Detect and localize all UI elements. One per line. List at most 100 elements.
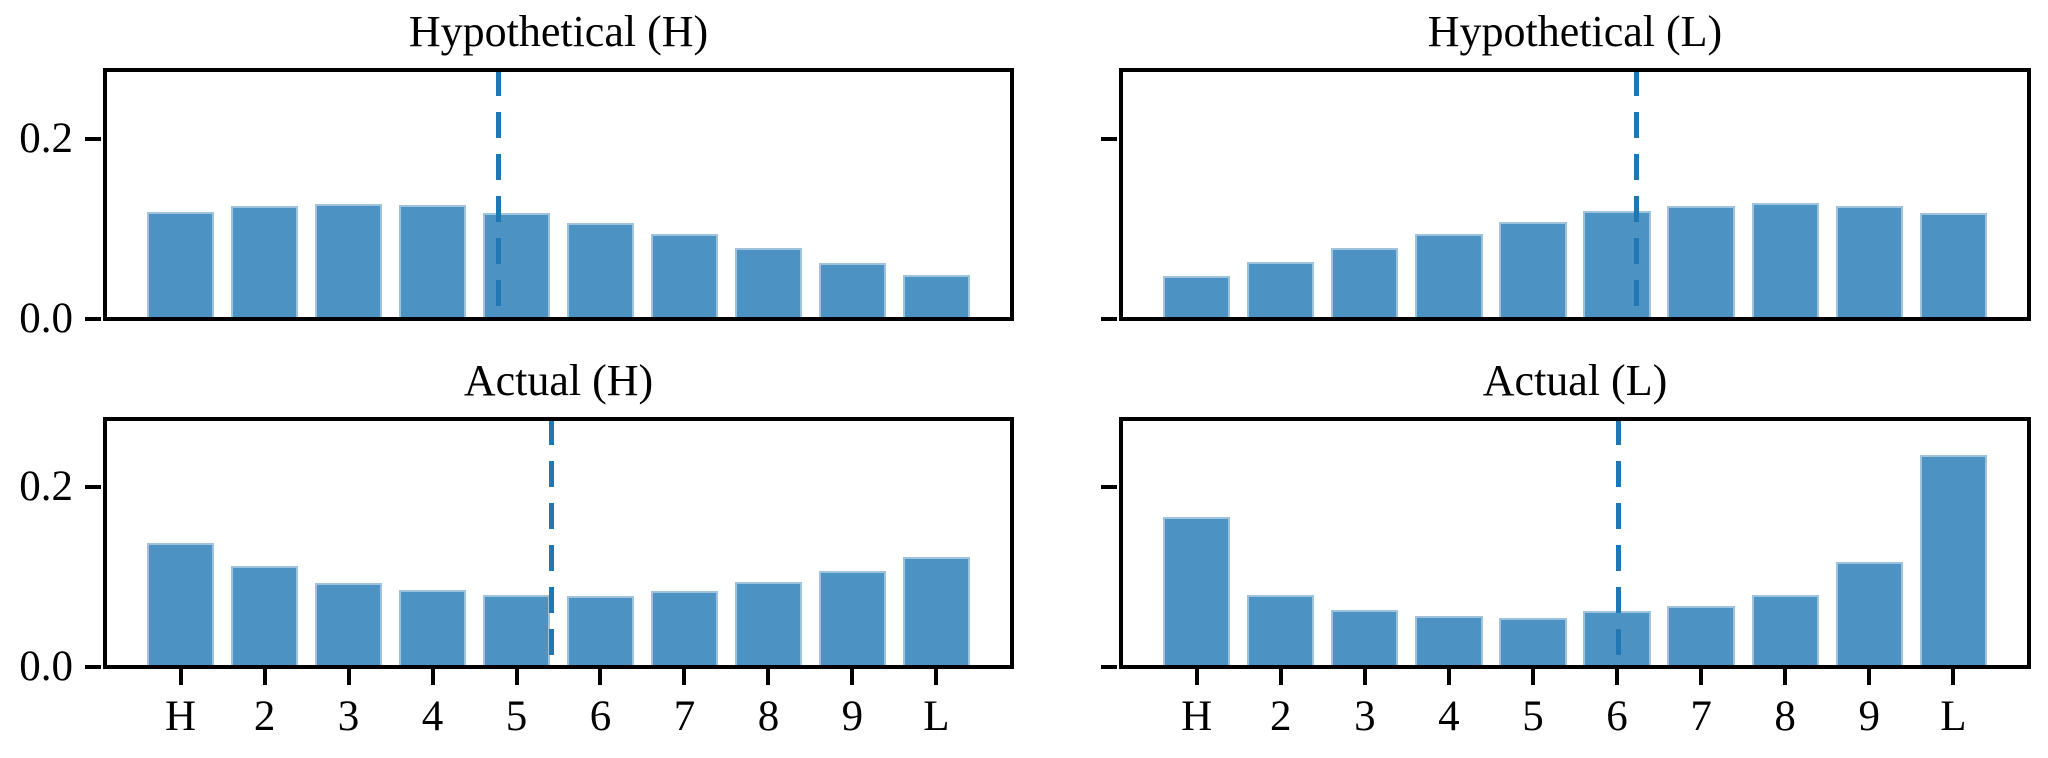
y-tick [85,665,101,669]
mean-dashed-line [549,419,555,667]
y-tick-label: 0.0 [19,643,73,690]
bottom-spine [103,317,1014,321]
bar-H [1163,516,1231,667]
y-tick [1101,136,1117,141]
bar-8 [1751,595,1819,667]
bar-5 [1499,222,1567,319]
bar-3 [1331,247,1399,319]
x-tick-label: 3 [337,693,360,740]
top-spine [1119,68,2031,72]
subplot-title: Actual (L) [1482,356,1668,405]
x-tick [934,669,939,685]
left-spine [1119,417,1123,669]
x-tick [262,669,267,685]
bar-6 [566,596,635,667]
mean-dashed-line [1616,419,1622,667]
y-tick [85,317,101,321]
x-tick-label: 7 [1690,693,1712,740]
y-tick [85,136,101,141]
bar-H [146,211,215,319]
bar-H [146,543,215,667]
bar-9 [818,570,886,667]
x-tick [1615,669,1620,685]
x-tick-label: H [165,693,197,740]
x-tick-label: 7 [673,693,696,740]
axes-hypothetical-l [1101,68,2031,321]
bar-2 [230,566,299,667]
bar-7 [1667,605,1735,667]
subplot-hypothetical-h: Hypothetical (H) 0.0 0.2 [19,7,1014,342]
x-tick [598,669,603,685]
x-tick-label: 4 [1438,693,1460,740]
x-tick [1362,669,1367,685]
bar-6 [566,223,635,319]
x-tick [1951,669,1956,685]
x-tick [766,669,771,685]
x-tick-label: 9 [841,693,864,740]
top-spine [103,417,1014,421]
y-tick [1101,665,1117,669]
bar-2 [1247,595,1315,667]
x-tick-label: 6 [1606,693,1628,740]
bar-4 [398,205,467,319]
x-tick-label: L [923,693,950,740]
bar-L [1919,212,1987,319]
x-tick-label: 2 [1269,693,1292,740]
subplot-title: Hypothetical (L) [1427,7,1723,56]
x-tick [682,669,687,685]
bottom-spine [1119,317,2031,321]
x-tick [1867,669,1872,685]
right-spine [2027,417,2031,669]
x-tick-label: H [1181,693,1213,740]
subplot-title: Actual (H) [463,356,654,405]
x-tick-label: 3 [1354,693,1376,740]
x-tick-label: 6 [589,693,612,740]
bar-3 [1331,610,1399,667]
bar-L [1919,454,1987,667]
bar-3 [314,582,383,667]
bar-5 [482,213,551,319]
mean-dashed-line [1633,70,1639,319]
bar-8 [734,581,803,667]
x-tick [1446,669,1451,685]
right-spine [2027,68,2031,321]
left-spine [103,417,107,669]
axes-actual-l: H 2 3 4 5 6 7 8 9 L [1101,417,2031,740]
bar-6 [1583,210,1651,319]
x-tick-label: 2 [253,693,276,740]
x-tick-label: L [1940,693,1967,740]
bar-3 [314,204,383,319]
bar-7 [1667,206,1735,319]
x-tick-label: 5 [1522,693,1544,740]
x-tick [1278,669,1283,685]
bar-L [902,274,970,319]
top-spine [103,68,1014,72]
x-tick-label: 8 [757,693,780,740]
x-tick-label: 8 [1774,693,1796,740]
bar-H [1163,275,1231,319]
bar-5 [1499,617,1567,667]
x-tick-label: 9 [1858,693,1881,740]
bar-9 [1835,206,1903,319]
x-tick-label: 4 [421,693,444,740]
bottom-spine [103,665,1014,669]
right-spine [1010,417,1014,669]
x-tick [1530,669,1535,685]
bar-5 [482,595,551,667]
x-tick [1699,669,1704,685]
bar-9 [818,263,886,319]
bar-7 [650,590,719,667]
y-tick-label: 0.2 [19,114,73,162]
y-tick [1101,485,1117,490]
x-tick [1783,669,1788,685]
subplot-hypothetical-l: Hypothetical (L) [1101,7,2031,321]
bottom-spine [1119,665,2031,669]
y-tick [1101,317,1117,321]
top-spine [1119,417,2031,421]
bar-4 [398,589,467,667]
y-tick-label: 0.2 [19,463,73,511]
bar-2 [230,206,299,319]
axes-actual-h: 0.0 0.2 H 2 3 4 5 6 7 8 9 L [19,417,1014,740]
right-spine [1010,68,1014,321]
